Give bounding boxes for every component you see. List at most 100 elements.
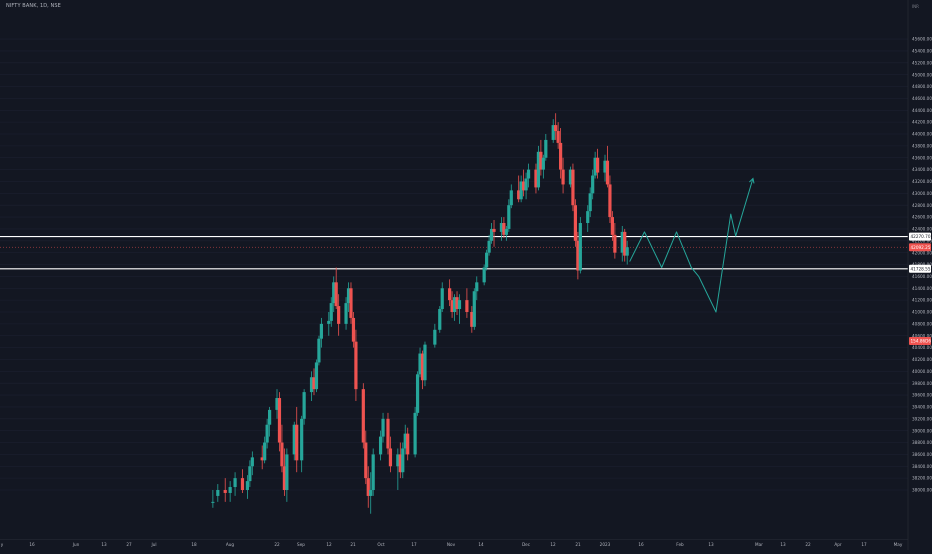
candle[interactable] bbox=[568, 166, 573, 188]
candle[interactable] bbox=[457, 294, 462, 324]
candle[interactable] bbox=[381, 412, 385, 443]
candle[interactable] bbox=[354, 329, 358, 401]
candle[interactable] bbox=[361, 383, 365, 449]
candle[interactable] bbox=[608, 175, 612, 223]
candle[interactable] bbox=[554, 113, 558, 140]
candle[interactable] bbox=[561, 157, 565, 194]
candle[interactable] bbox=[448, 279, 452, 307]
candle[interactable] bbox=[586, 205, 590, 232]
candle[interactable] bbox=[438, 306, 442, 333]
candle[interactable] bbox=[344, 297, 348, 330]
candle[interactable] bbox=[492, 220, 496, 247]
candle[interactable] bbox=[605, 145, 610, 188]
candle[interactable] bbox=[625, 240, 629, 265]
candle[interactable] bbox=[327, 312, 331, 336]
candle[interactable] bbox=[280, 424, 284, 473]
candle[interactable] bbox=[559, 128, 563, 179]
candle[interactable] bbox=[403, 424, 407, 455]
candle[interactable] bbox=[420, 350, 425, 390]
candle[interactable] bbox=[413, 406, 417, 458]
candle[interactable] bbox=[544, 134, 548, 161]
candle[interactable] bbox=[378, 430, 383, 461]
candle[interactable] bbox=[433, 323, 437, 348]
candle[interactable] bbox=[440, 282, 444, 312]
candle[interactable] bbox=[573, 199, 578, 247]
candle[interactable] bbox=[470, 306, 474, 333]
candle[interactable] bbox=[509, 184, 513, 209]
candle[interactable] bbox=[475, 276, 479, 301]
candle[interactable] bbox=[482, 264, 486, 286]
candle[interactable] bbox=[623, 228, 627, 262]
candle[interactable] bbox=[351, 312, 356, 348]
candle[interactable] bbox=[551, 119, 555, 143]
candle[interactable] bbox=[319, 317, 323, 348]
candle[interactable] bbox=[539, 139, 543, 176]
candle[interactable] bbox=[406, 427, 410, 461]
candle[interactable] bbox=[260, 445, 264, 470]
candle[interactable] bbox=[588, 187, 592, 218]
candle[interactable] bbox=[499, 217, 504, 241]
candle[interactable] bbox=[228, 481, 232, 502]
candle[interactable] bbox=[285, 448, 289, 502]
candle[interactable] bbox=[371, 448, 375, 496]
candle[interactable] bbox=[250, 451, 254, 476]
candle[interactable] bbox=[388, 436, 393, 473]
candle[interactable] bbox=[415, 371, 420, 416]
candle[interactable] bbox=[300, 415, 304, 473]
candle[interactable] bbox=[314, 359, 319, 393]
candle[interactable] bbox=[240, 469, 245, 493]
candle[interactable] bbox=[245, 475, 250, 499]
candle[interactable] bbox=[292, 421, 296, 461]
candle[interactable] bbox=[263, 436, 267, 464]
candle[interactable] bbox=[418, 347, 422, 378]
candle[interactable] bbox=[248, 460, 252, 488]
candle[interactable] bbox=[519, 175, 523, 203]
candle[interactable] bbox=[223, 478, 227, 502]
candle[interactable] bbox=[517, 175, 521, 203]
candle[interactable] bbox=[534, 163, 538, 194]
candle[interactable] bbox=[386, 412, 390, 455]
candle[interactable] bbox=[620, 225, 624, 262]
candle[interactable] bbox=[504, 225, 508, 241]
projection-path[interactable] bbox=[629, 178, 754, 313]
candle[interactable] bbox=[396, 448, 400, 490]
candle[interactable] bbox=[603, 154, 607, 182]
candle[interactable] bbox=[576, 231, 580, 280]
candle[interactable] bbox=[591, 169, 595, 200]
candle[interactable] bbox=[450, 291, 454, 318]
candle[interactable] bbox=[268, 406, 272, 437]
candle[interactable] bbox=[366, 466, 370, 508]
candle[interactable] bbox=[502, 217, 506, 238]
candle[interactable] bbox=[364, 430, 368, 485]
candle[interactable] bbox=[401, 442, 405, 479]
candle[interactable] bbox=[282, 448, 286, 496]
candle[interactable] bbox=[423, 341, 427, 387]
candle[interactable] bbox=[309, 371, 314, 401]
candle[interactable] bbox=[507, 199, 511, 232]
candle[interactable] bbox=[275, 389, 279, 419]
candle[interactable] bbox=[346, 282, 351, 312]
candle[interactable] bbox=[349, 282, 353, 324]
candle[interactable] bbox=[295, 406, 299, 473]
candle[interactable] bbox=[302, 389, 306, 425]
candle[interactable] bbox=[593, 151, 597, 179]
candle[interactable] bbox=[596, 148, 600, 179]
candle[interactable] bbox=[487, 234, 491, 256]
candle[interactable] bbox=[312, 368, 316, 396]
candle[interactable] bbox=[571, 163, 575, 212]
candle[interactable] bbox=[337, 294, 341, 336]
candle[interactable] bbox=[536, 145, 541, 191]
candle[interactable] bbox=[610, 211, 614, 241]
candle[interactable] bbox=[277, 392, 282, 452]
candle[interactable] bbox=[541, 154, 545, 179]
candle[interactable] bbox=[216, 484, 220, 502]
candle[interactable] bbox=[452, 294, 457, 321]
candle[interactable] bbox=[489, 223, 494, 244]
candle[interactable] bbox=[455, 291, 459, 315]
candle[interactable] bbox=[465, 288, 469, 318]
candle[interactable] bbox=[556, 122, 560, 149]
candle[interactable] bbox=[526, 163, 531, 188]
candle[interactable] bbox=[472, 288, 476, 330]
